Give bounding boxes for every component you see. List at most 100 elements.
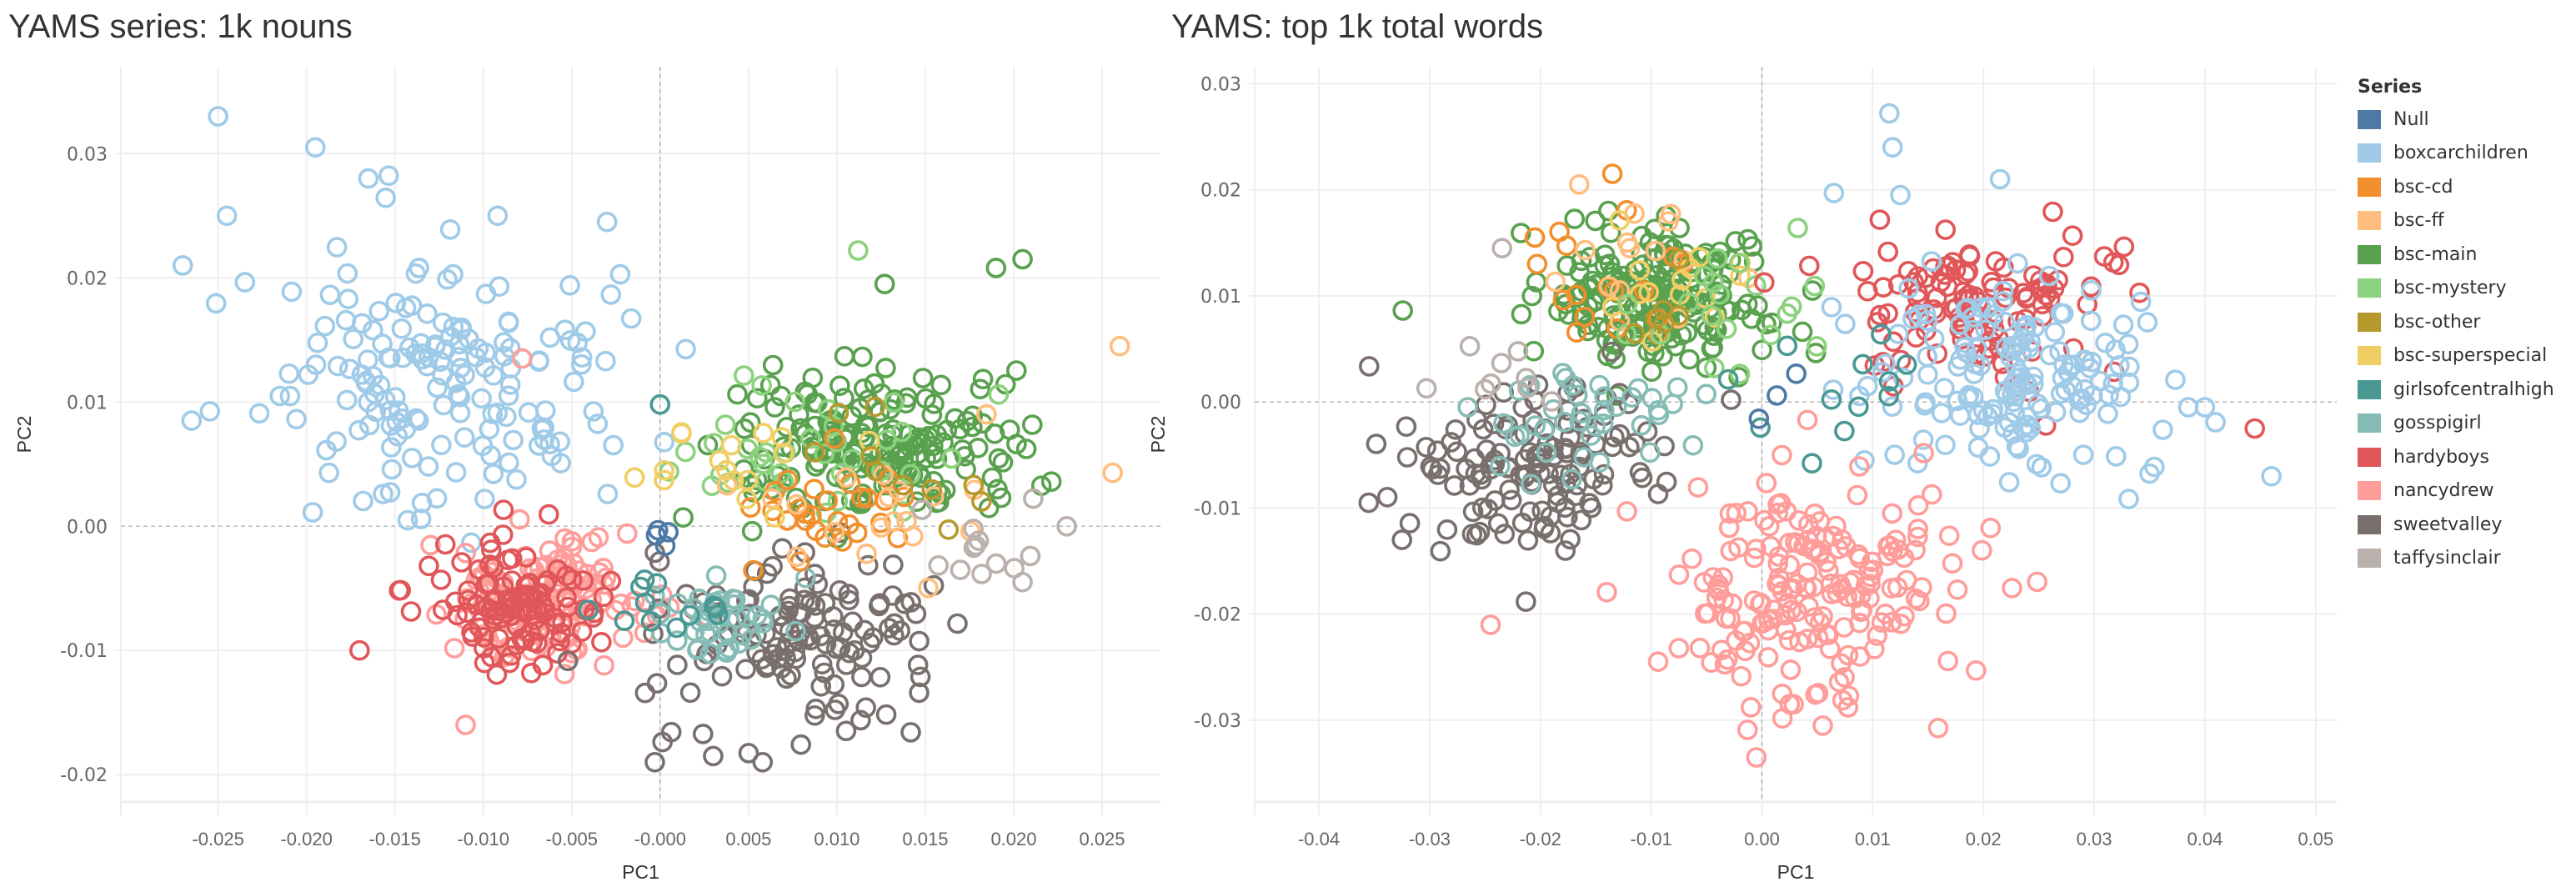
data-point-bsc-mystery[interactable] (814, 444, 835, 464)
data-point-boxcarchildren[interactable] (1857, 375, 1878, 397)
data-point-boxcarchildren[interactable] (1884, 444, 1905, 465)
data-point-boxcarchildren[interactable] (1977, 406, 1998, 427)
data-point-boxcarchildren[interactable] (1917, 363, 1938, 385)
data-point-nancydrew[interactable] (1731, 665, 1752, 687)
data-point-bsc-mystery[interactable] (800, 428, 821, 449)
data-point-boxcarchildren[interactable] (2118, 489, 2139, 509)
data-point-sweetvalley[interactable] (1494, 524, 1516, 544)
data-point-bsc-main[interactable] (1006, 360, 1027, 381)
data-point-sweetvalley[interactable] (811, 654, 833, 675)
data-point-nancydrew[interactable] (1797, 409, 1818, 431)
data-point-gosspigirl[interactable] (1509, 424, 1530, 446)
data-point-girlsofcentralhigh[interactable] (1777, 335, 1798, 357)
data-point-nancydrew[interactable] (1947, 579, 1968, 600)
data-point-boxcarchildren[interactable] (2016, 422, 2037, 443)
data-point-boxcarchildren[interactable] (449, 402, 471, 423)
data-point-sweetvalley[interactable] (752, 751, 774, 773)
data-point-taffysinclair[interactable] (1491, 238, 1512, 259)
data-point-nancydrew[interactable] (1818, 559, 1839, 581)
data-point-bsc-superspecial[interactable] (773, 443, 794, 464)
data-point-nancydrew[interactable] (1907, 526, 1928, 548)
data-point-hardyboys[interactable] (434, 534, 456, 555)
data-point-boxcarchildren[interactable] (499, 374, 521, 395)
data-point-sweetvalley[interactable] (814, 662, 835, 684)
data-point-boxcarchildren[interactable] (2031, 457, 2052, 478)
data-point-boxcarchildren[interactable] (454, 427, 475, 449)
data-point-boxcarchildren[interactable] (353, 490, 373, 512)
data-point-sweetvalley[interactable] (1560, 529, 1581, 550)
data-point-bsc-mystery[interactable] (751, 375, 773, 396)
data-point-boxcarchildren[interactable] (357, 349, 378, 370)
data-point-gosspigirl[interactable] (1536, 442, 1557, 464)
data-point-boxcarchildren[interactable] (380, 437, 402, 458)
data-point-bsc-other[interactable] (971, 491, 992, 512)
data-point-taffysinclair[interactable] (1416, 378, 1437, 399)
data-point-gosspigirl[interactable] (1589, 374, 1610, 396)
data-point-bsc-main[interactable] (875, 358, 896, 378)
data-point-bsc-main[interactable] (933, 432, 954, 454)
data-point-nancydrew[interactable] (1719, 503, 1741, 524)
data-point-boxcarchildren[interactable] (2137, 312, 2158, 333)
data-point-bsc-ff[interactable] (1658, 211, 1679, 232)
data-point-boxcarchildren[interactable] (1979, 446, 2001, 467)
data-point-boxcarchildren[interactable] (2049, 341, 2070, 362)
data-point-bsc-ff[interactable] (786, 494, 807, 515)
data-point-nancydrew[interactable] (1816, 552, 1837, 573)
data-point-nancydrew[interactable] (1740, 697, 1762, 718)
data-point-bsc-main[interactable] (1725, 231, 1747, 252)
data-point-nancydrew[interactable] (1714, 654, 1736, 675)
data-point-hardyboys[interactable] (1957, 261, 1978, 283)
data-point-bsc-cd[interactable] (1524, 227, 1546, 248)
data-point-girlsofcentralhigh[interactable] (1821, 388, 1842, 410)
data-point-bsc-cd[interactable] (1552, 289, 1574, 311)
data-point-hardyboys[interactable] (2017, 286, 2038, 308)
data-point-boxcarchildren[interactable] (443, 263, 464, 285)
data-point-gosspigirl[interactable] (666, 630, 688, 651)
data-point-bsc-main[interactable] (962, 416, 983, 438)
data-point-boxcarchildren[interactable] (439, 218, 461, 240)
data-point-boxcarchildren[interactable] (518, 402, 539, 423)
data-point-nancydrew[interactable] (1780, 659, 1802, 680)
data-point-hardyboys[interactable] (593, 586, 614, 608)
data-point-bsc-ff[interactable] (1109, 335, 1130, 357)
data-point-nancydrew[interactable] (1849, 612, 1870, 634)
data-point-gosspigirl[interactable] (1543, 398, 1564, 420)
data-point-gosspigirl[interactable] (785, 620, 806, 642)
data-point-boxcarchildren[interactable] (494, 332, 514, 353)
data-point-boxcarchildren[interactable] (539, 327, 561, 348)
data-point-bsc-cd[interactable] (1566, 322, 1587, 343)
data-point-nancydrew[interactable] (1777, 593, 1798, 614)
data-point-boxcarchildren[interactable] (559, 330, 581, 351)
data-point-bsc-cd[interactable] (1601, 163, 1623, 184)
data-point-boxcarchildren[interactable] (487, 205, 509, 227)
data-point-boxcarchildren[interactable] (559, 274, 580, 296)
data-point-nancydrew[interactable] (1855, 575, 1877, 597)
data-point-sweetvalley[interactable] (1399, 513, 1421, 534)
data-point-gosspigirl[interactable] (1562, 374, 1584, 396)
data-point-boxcarchildren[interactable] (2027, 393, 2048, 415)
data-point-bsc-cd[interactable] (777, 510, 798, 531)
data-point-boxcarchildren[interactable] (2060, 356, 2082, 378)
data-point-hardyboys[interactable] (506, 616, 528, 638)
data-point-sweetvalley[interactable] (644, 751, 665, 773)
data-point-boxcarchildren[interactable] (2038, 265, 2060, 287)
data-point-nancydrew[interactable] (2027, 571, 2047, 593)
legend-item-boxcarchildren[interactable]: boxcarchildren (2358, 137, 2554, 171)
data-point-nancydrew[interactable] (1739, 632, 1761, 654)
data-point-nancydrew[interactable] (1804, 607, 1825, 629)
data-point-nancydrew[interactable] (1798, 595, 1819, 617)
data-point-hardyboys[interactable] (1852, 260, 1874, 282)
data-point-boxcarchildren[interactable] (1915, 303, 1937, 325)
data-point-boxcarchildren[interactable] (2055, 379, 2077, 401)
data-point-boxcarchildren[interactable] (427, 377, 448, 398)
data-point-hardyboys[interactable] (1927, 343, 1948, 364)
data-point-boxcarchildren[interactable] (199, 401, 221, 422)
data-point-boxcarchildren[interactable] (2082, 384, 2103, 406)
data-point-gosspigirl[interactable] (735, 606, 757, 627)
data-point-sweetvalley[interactable] (810, 675, 832, 697)
data-point-gosspigirl[interactable] (1631, 414, 1652, 436)
data-point-boxcarchildren[interactable] (603, 434, 624, 456)
legend-item-bsc-main[interactable]: bsc-main (2358, 238, 2554, 272)
data-point-bsc-mystery[interactable] (1701, 305, 1722, 326)
data-point-nancydrew[interactable] (1754, 509, 1775, 531)
